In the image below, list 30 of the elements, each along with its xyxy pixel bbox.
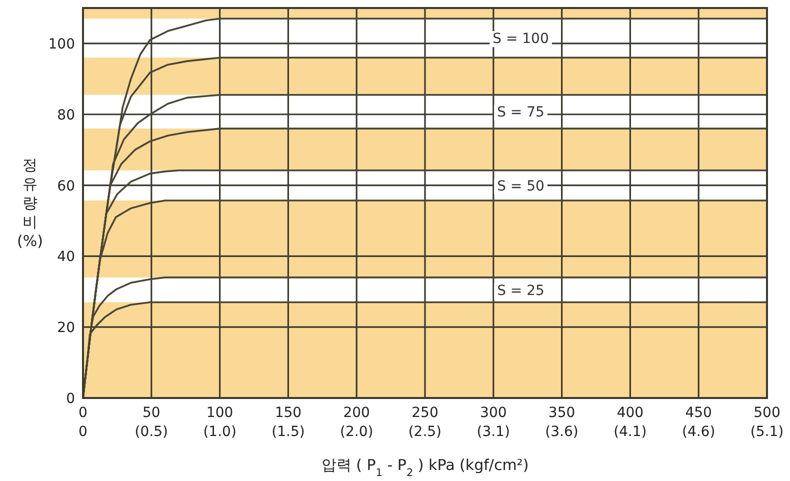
x2-tick-label: (2.0) [340,424,374,440]
y-tick-label: 100 [48,36,75,52]
y-tick-label: 20 [57,320,75,336]
x-tick-label: 150 [274,405,302,421]
x-tick-label: 400 [616,405,644,421]
x-tick-label: 100 [206,405,234,421]
x2-tick-label: (1.0) [203,424,236,440]
x-tick-label: 0 [78,405,88,421]
x2-tick-label: (5.1) [750,424,784,440]
y-axis-title: 정유량비 (%) [17,156,43,250]
x-tick-label: 300 [480,405,507,421]
y-tick-label: 40 [57,249,75,266]
x2-tick-label: (4.1) [614,424,647,440]
x-tick-label: 200 [343,405,370,421]
x-axis-title: 압력 ( P$_{1}$ - P$_{2}$ ) kPa (kgf/cm²) [321,456,529,479]
y-tick-label: 80 [57,107,75,124]
x-tick-label: 250 [412,405,438,421]
x2-tick-label: (2.5) [408,424,442,440]
x2-tick-label: (0.5) [134,424,168,440]
y-tick-label: 60 [57,178,75,194]
x-tick-label: 50 [142,405,160,421]
x2-tick-label: 0 [78,424,88,440]
x-tick-label: 450 [685,405,712,421]
x2-tick-label: (1.5) [272,424,305,440]
x2-tick-label: (3.6) [545,424,578,440]
x-tick-label: 350 [548,405,576,421]
x2-tick-label: (3.1) [476,424,510,440]
y-tick-label: 0 [66,391,75,407]
x2-tick-label: (4.6) [682,424,716,440]
x-tick-label: 500 [754,405,780,421]
